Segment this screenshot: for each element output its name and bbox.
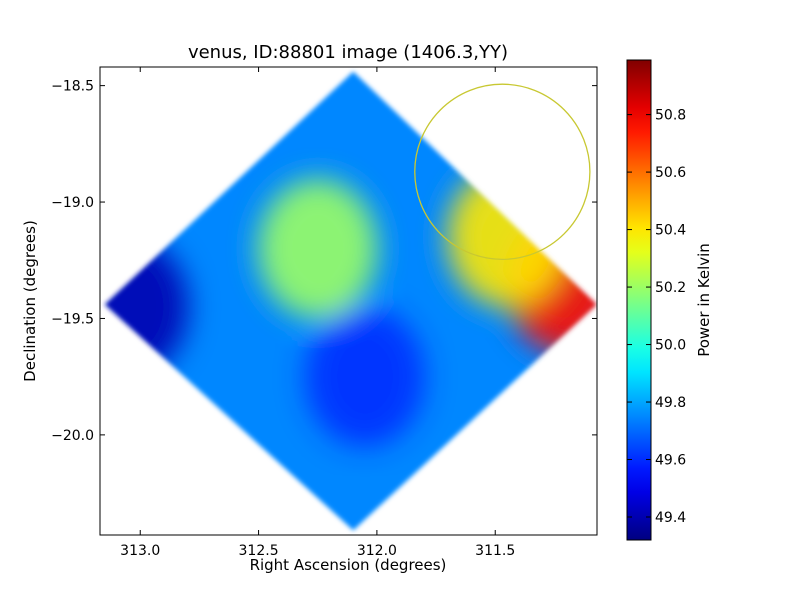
colorbar-label: Power in Kelvin bbox=[695, 243, 713, 357]
x-tick-label: 311.5 bbox=[475, 543, 515, 559]
colorbar-tick-label: 50.2 bbox=[655, 280, 686, 296]
colorbar-tick-label: 50.0 bbox=[655, 338, 686, 354]
y-axis-label: Declination (degrees) bbox=[21, 220, 39, 382]
colorbar-tick-label: 49.6 bbox=[655, 453, 686, 469]
heatmap-area bbox=[104, 71, 597, 531]
y-axis-ticks: −18.5 −19.0 −19.5 −20.0 bbox=[51, 79, 597, 444]
heatmap-field bbox=[104, 71, 597, 531]
x-tick-label: 312.5 bbox=[239, 543, 279, 559]
chart-title: venus, ID:88801 image (1406.3,YY) bbox=[188, 42, 508, 63]
x-tick-label: 313.0 bbox=[120, 543, 160, 559]
y-tick-label: −20.0 bbox=[51, 428, 94, 444]
colorbar-tick-label: 49.8 bbox=[655, 395, 686, 411]
y-tick-label: −18.5 bbox=[51, 79, 94, 95]
y-tick-label: −19.0 bbox=[51, 195, 94, 211]
heatmap-feature bbox=[447, 166, 568, 307]
y-tick-label: −19.5 bbox=[51, 311, 94, 327]
x-axis-label: Right Ascension (degrees) bbox=[250, 556, 447, 574]
colorbar-tick-label: 49.4 bbox=[655, 510, 686, 526]
colorbar-ticks: 49.4 49.6 49.8 50.0 50.2 50.4 50.6 50.8 bbox=[627, 108, 686, 526]
colorbar-tick-label: 50.8 bbox=[655, 108, 686, 124]
annotation-circle bbox=[414, 83, 591, 260]
heatmap-feature bbox=[104, 236, 189, 377]
x-axis-ticks: 313.0 312.5 312.0 311.5 bbox=[120, 67, 515, 559]
colorbar bbox=[626, 59, 652, 541]
heatmap-feature bbox=[257, 178, 378, 319]
colorbar-tick-label: 50.4 bbox=[655, 223, 686, 239]
annotation-layer bbox=[414, 83, 591, 260]
heatmap-feature bbox=[305, 306, 426, 447]
x-tick-label: 312.0 bbox=[357, 543, 397, 559]
plot-frame bbox=[99, 66, 598, 536]
colorbar-tick-label: 50.6 bbox=[655, 165, 686, 181]
